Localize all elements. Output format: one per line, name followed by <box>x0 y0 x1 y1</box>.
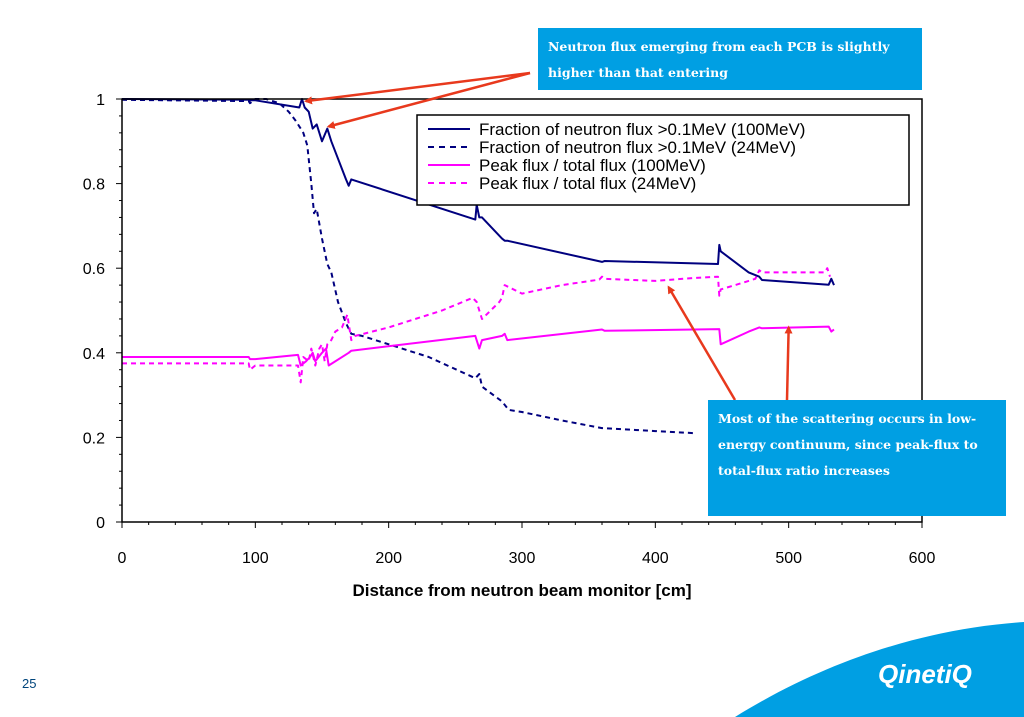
callout-arrow <box>326 71 531 129</box>
legend-label: Fraction of neutron flux >0.1MeV (100MeV… <box>479 120 805 139</box>
series-line-2 <box>121 98 696 435</box>
y-tick-label: 1 <box>96 92 105 109</box>
series-line-4 <box>122 267 831 384</box>
legend-label: Peak flux / total flux (100MeV) <box>479 156 706 175</box>
legend-label: Fraction of neutron flux >0.1MeV (24MeV) <box>479 138 796 157</box>
tick-labels: 0 100 200 300 400 500 600 0 0.2 0.4 0.6 0.8 1 <box>83 92 936 567</box>
y-tick-label: 0.8 <box>83 177 105 194</box>
legend: Fraction of neutron flux >0.1MeV (100MeV… <box>416 114 910 206</box>
x-axis-label: Distance from neutron beam monitor [cm] <box>352 581 691 600</box>
x-tick-label: 500 <box>775 550 802 567</box>
page-number: 25 <box>22 676 37 691</box>
callout-arrows <box>304 71 793 401</box>
callout-arrow <box>784 325 793 401</box>
x-tick-label: 400 <box>642 550 669 567</box>
series-line-3 <box>122 325 835 367</box>
callout-arrow <box>667 285 737 401</box>
y-tick-label: 0.6 <box>83 261 105 278</box>
x-tick-label: 100 <box>242 550 269 567</box>
x-tick-label: 200 <box>375 550 402 567</box>
legend-box <box>416 114 910 206</box>
x-tick-label: 300 <box>509 550 536 567</box>
x-tick-label: 0 <box>118 550 127 567</box>
y-tick-label: 0.4 <box>83 346 105 363</box>
callout-top: Neutron flux emerging from each PCB is s… <box>538 28 922 90</box>
series-line-1 <box>121 98 835 286</box>
callout-arrow <box>304 71 531 105</box>
y-tick-label: 0 <box>96 515 105 532</box>
legend-label: Peak flux / total flux (24MeV) <box>479 174 696 193</box>
logo-swoosh <box>735 622 1024 717</box>
logo-text: QinetiQ <box>878 659 972 689</box>
series-layer <box>121 98 835 435</box>
x-tick-label: 600 <box>909 550 936 567</box>
plot-frame <box>121 98 923 523</box>
callout-bottom: Most of the scattering occurs in low-ene… <box>708 400 1006 516</box>
y-tick-label: 0.2 <box>83 430 105 447</box>
